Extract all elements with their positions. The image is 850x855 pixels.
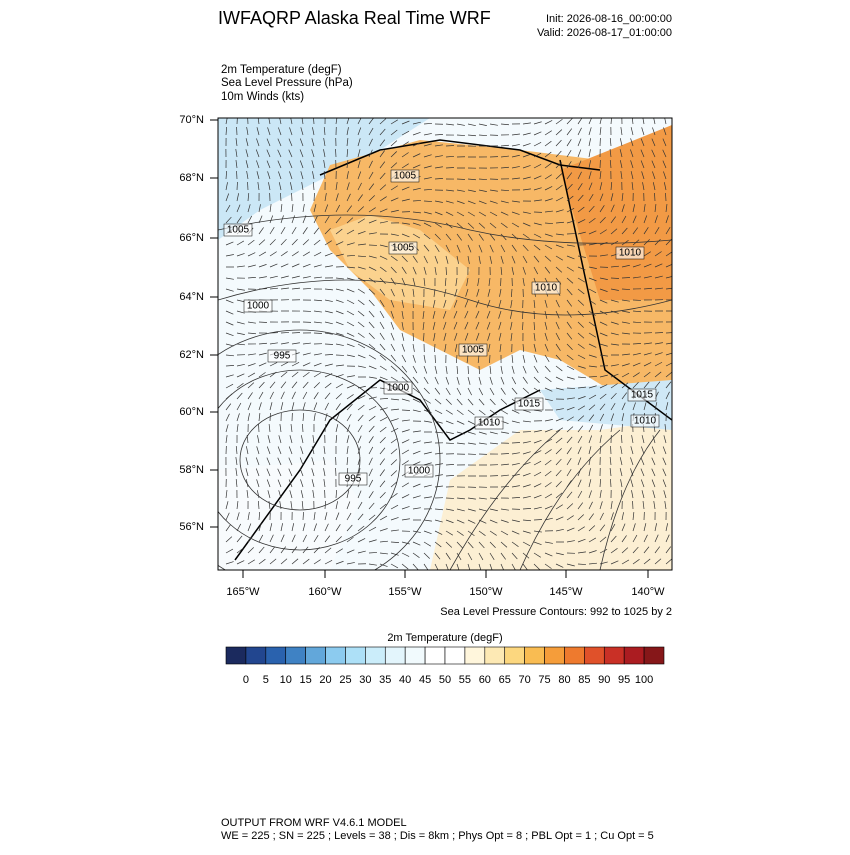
colorbar-tick-label: 65 — [499, 674, 511, 686]
contour-label: 1005 — [394, 171, 417, 182]
colorbar-tick-label: 85 — [578, 674, 590, 686]
colorbar-box — [385, 647, 405, 664]
colorbar-tick-label: 30 — [359, 674, 371, 686]
colorbar-tick-label: 70 — [519, 674, 531, 686]
contour-label: 1010 — [478, 418, 501, 429]
colorbar-box — [624, 647, 644, 664]
colorbar-box — [365, 647, 385, 664]
map-field — [160, 116, 674, 590]
colorbar-box — [525, 647, 545, 664]
colorbar-tick-label: 0 — [243, 674, 249, 686]
lon-label: 145°W — [549, 586, 583, 598]
lon-label: 165°W — [226, 586, 260, 598]
colorbar-box — [306, 647, 326, 664]
footer: OUTPUT FROM WRF V4.6.1 MODEL — [221, 817, 407, 829]
field-label: Sea Level Pressure (hPa) — [221, 77, 353, 89]
colorbar-box — [505, 647, 525, 664]
contour-label: 1010 — [619, 248, 642, 259]
colorbar-box — [345, 647, 365, 664]
colorbar-box — [266, 647, 286, 664]
lat-label: 60°N — [179, 406, 204, 418]
colorbar-tick-label: 75 — [538, 674, 550, 686]
title: IWFAQRP Alaska Real Time WRF — [218, 8, 491, 28]
colorbar-box — [226, 647, 246, 664]
colorbar-tick-label: 60 — [479, 674, 491, 686]
colorbar-tick-label: 20 — [319, 674, 331, 686]
contour-label: 1000 — [247, 301, 270, 312]
colorbar-box — [445, 647, 465, 664]
colorbar-box — [246, 647, 266, 664]
colorbar-tick-label: 25 — [339, 674, 351, 686]
colorbar-tick-label: 40 — [399, 674, 411, 686]
colorbar-box — [584, 647, 604, 664]
colorbar-box — [545, 647, 565, 664]
footer: WE = 225 ; SN = 225 ; Levels = 38 ; Dis … — [221, 830, 654, 842]
colorbar-title: 2m Temperature (degF) — [387, 632, 502, 644]
lon-label: 140°W — [631, 586, 665, 598]
contour-label: 1010 — [634, 416, 657, 427]
lat-label: 66°N — [179, 232, 204, 244]
colorbar-tick-label: 50 — [439, 674, 451, 686]
contour-label: 1010 — [535, 283, 558, 294]
lat-label: 70°N — [179, 114, 204, 126]
colorbar-box — [326, 647, 346, 664]
colorbar-tick-label: 35 — [379, 674, 391, 686]
contour-label: 995 — [274, 351, 291, 362]
lat-label: 58°N — [179, 464, 204, 476]
contour-label: 1000 — [387, 383, 410, 394]
colorbar-box — [564, 647, 584, 664]
contour-label: 1015 — [518, 399, 541, 410]
lat-label: 62°N — [179, 349, 204, 361]
contour-label: 1000 — [408, 466, 431, 477]
valid-time: Valid: 2026-08-17_01:00:00 — [537, 27, 672, 39]
colorbar-box — [485, 647, 505, 664]
colorbar-box — [604, 647, 624, 664]
init-time: Init: 2026-08-16_00:00:00 — [546, 13, 672, 25]
lat-label: 56°N — [179, 521, 204, 533]
lon-label: 160°W — [308, 586, 342, 598]
lon-label: 155°W — [388, 586, 422, 598]
field-label: 10m Winds (kts) — [221, 91, 304, 103]
contour-label: 1005 — [462, 345, 485, 356]
contour-label: 1005 — [392, 243, 415, 254]
colorbar-box — [644, 647, 664, 664]
lon-label: 150°W — [469, 586, 503, 598]
contour-label: 1015 — [631, 390, 654, 401]
colorbar-box — [465, 647, 485, 664]
colorbar-tick-label: 55 — [459, 674, 471, 686]
colorbar-box — [286, 647, 306, 664]
lat-label: 68°N — [179, 172, 204, 184]
contour-note: Sea Level Pressure Contours: 992 to 1025… — [440, 606, 672, 618]
colorbar-tick-label: 80 — [558, 674, 570, 686]
contour-label: 1005 — [227, 225, 250, 236]
colorbar-tick-label: 100 — [635, 674, 653, 686]
colorbar-tick-label: 45 — [419, 674, 431, 686]
field-label: 2m Temperature (degF) — [221, 64, 342, 76]
colorbar-tick-label: 10 — [280, 674, 292, 686]
colorbar-box — [405, 647, 425, 664]
colorbar-tick-label: 95 — [618, 674, 630, 686]
colorbar-tick-label: 90 — [598, 674, 610, 686]
contour-label: 995 — [345, 474, 362, 485]
colorbar-tick-label: 5 — [263, 674, 269, 686]
lat-label: 64°N — [179, 291, 204, 303]
colorbar-box — [425, 647, 445, 664]
colorbar-tick-label: 15 — [300, 674, 312, 686]
